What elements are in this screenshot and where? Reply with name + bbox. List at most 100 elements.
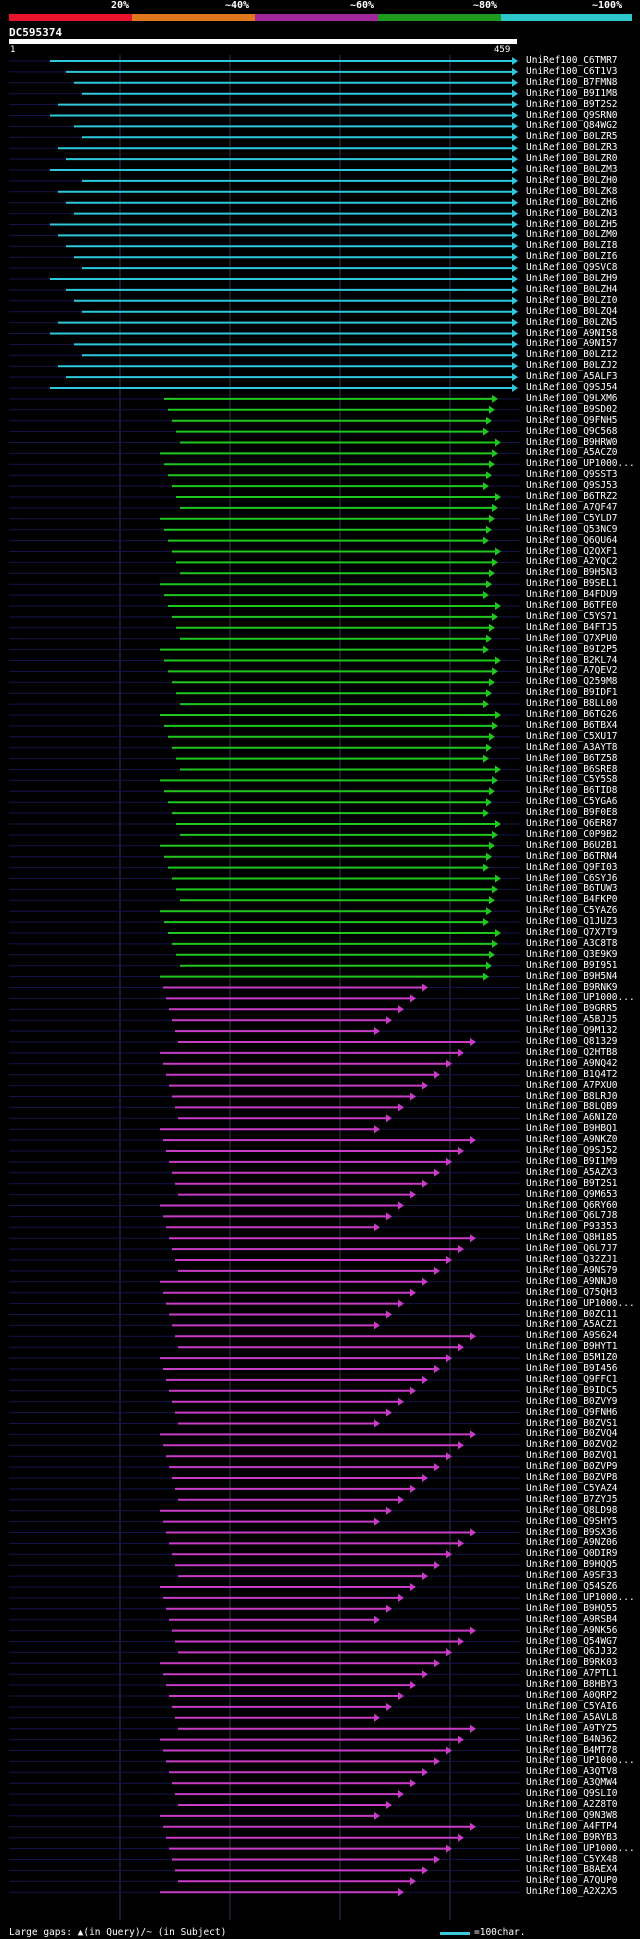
hit-label[interactable]: UniRef100_B0LZR5 [526,131,618,143]
hit-label[interactable]: UniRef100_Q9FFC1 [526,1373,618,1385]
hit-label[interactable]: UniRef100_Q9SST3 [526,469,618,481]
hit-label[interactable]: UniRef100_A7PTL1 [526,1668,618,1680]
hit-label[interactable]: UniRef100_B0ZVP8 [526,1472,618,1483]
hit-label[interactable]: UniRef100_B9HQ55 [526,1602,618,1614]
hit-label[interactable]: UniRef100_B4FDU9 [526,589,618,601]
hit-label[interactable]: UniRef100_Q6RY60 [526,1199,618,1211]
hit-label[interactable]: UniRef100_B0ZVS1 [526,1417,618,1429]
hit-label[interactable]: UniRef100_B0LZR0 [526,153,618,165]
hit-label[interactable]: UniRef100_UP1000... [526,1297,635,1309]
hit-label[interactable]: UniRef100_Q2HTB8 [526,1046,618,1058]
hit-label[interactable]: UniRef100_C5Y5S8 [526,774,618,786]
hit-label[interactable]: UniRef100_B0LZK8 [526,185,618,197]
hit-label[interactable]: UniRef100_B0LZQ4 [526,305,618,317]
hit-label[interactable]: UniRef100_B9HQQ5 [526,1559,618,1571]
hit-label[interactable]: UniRef100_B9HRW0 [526,436,618,448]
hit-label[interactable]: UniRef100_C5YAI6 [526,1700,618,1712]
hit-label[interactable]: UniRef100_Q84WG2 [526,120,618,132]
hit-label[interactable]: UniRef100_Q8LD98 [526,1504,618,1516]
hit-label[interactable]: UniRef100_B9IDC5 [526,1384,618,1396]
hit-label[interactable]: UniRef100_B9SX36 [526,1526,618,1538]
hit-label[interactable]: UniRef100_B6TRN4 [526,850,618,862]
hit-label[interactable]: UniRef100_B7FMN8 [526,76,618,88]
hit-label[interactable]: UniRef100_B7ZYJ5 [526,1493,618,1505]
hit-label[interactable]: UniRef100_B0LZH0 [526,174,618,186]
hit-label[interactable]: UniRef100_B9RK03 [526,1657,618,1669]
hit-label[interactable]: UniRef100_A7QF47 [526,501,618,513]
hit-label[interactable]: UniRef100_B0LZM3 [526,164,618,175]
hit-label[interactable]: UniRef100_C6TMR7 [526,55,618,66]
hit-label[interactable]: UniRef100_UP1000... [526,1591,635,1603]
hit-label[interactable]: UniRef100_Q9N3W8 [526,1809,618,1821]
hit-label[interactable]: UniRef100_Q1JUZ3 [526,916,618,928]
hit-label[interactable]: UniRef100_B0ZC11 [526,1308,618,1320]
hit-label[interactable]: UniRef100_Q9SLI0 [526,1788,618,1800]
hit-label[interactable]: UniRef100_B6U2B1 [526,839,618,851]
hit-label[interactable]: UniRef100_Q6JJ32 [526,1646,618,1658]
hit-label[interactable]: UniRef100_B0ZVQ1 [526,1450,618,1462]
hit-label[interactable]: UniRef100_B8LL00 [526,698,618,710]
hit-label[interactable]: UniRef100_B9I1M8 [526,87,618,99]
hit-label[interactable]: UniRef100_B9HYT1 [526,1341,618,1353]
hit-label[interactable]: UniRef100_B0ZVY9 [526,1395,618,1407]
hit-label[interactable]: UniRef100_A0QRP2 [526,1690,618,1701]
hit-label[interactable]: UniRef100_B0LZH6 [526,196,618,208]
hit-label[interactable]: UniRef100_UP1000... [526,458,635,470]
hit-label[interactable]: UniRef100_Q6QU64 [526,534,618,546]
hit-label[interactable]: UniRef100_B0LZN5 [526,316,618,328]
hit-label[interactable]: UniRef100_B0LZI8 [526,240,618,252]
hit-label[interactable]: UniRef100_B6TFE0 [526,600,618,611]
hit-label[interactable]: UniRef100_B2KL74 [526,654,618,666]
hit-label[interactable]: UniRef100_Q9SJ53 [526,480,618,492]
hit-label[interactable]: UniRef100_B0LZI0 [526,294,618,306]
hit-label[interactable]: UniRef100_Q9FI03 [526,861,618,873]
hit-label[interactable]: UniRef100_B9I1M9 [526,1155,618,1167]
hit-label[interactable]: UniRef100_Q9M132 [526,1025,618,1037]
hit-label[interactable]: UniRef100_A9NI58 [526,327,618,339]
hit-label[interactable]: UniRef100_B0ZVQ2 [526,1439,618,1451]
hit-label[interactable]: UniRef100_B8AEX4 [526,1864,618,1876]
hit-label[interactable]: UniRef100_B6SRE8 [526,763,618,775]
hit-label[interactable]: UniRef100_A9S624 [526,1330,618,1342]
hit-label[interactable]: UniRef100_A7PXU0 [526,1079,618,1091]
hit-label[interactable]: UniRef100_Q54SZ6 [526,1581,618,1592]
hit-label[interactable]: UniRef100_C5YS71 [526,610,618,622]
hit-label[interactable]: UniRef100_B9I2P5 [526,643,618,655]
hit-label[interactable]: UniRef100_A9SF33 [526,1570,618,1582]
hit-label[interactable]: UniRef100_B0LZM0 [526,229,618,241]
hit-label[interactable]: UniRef100_A9RSB4 [526,1613,618,1625]
hit-label[interactable]: UniRef100_B9I456 [526,1363,618,1374]
hit-label[interactable]: UniRef100_A7QEV2 [526,665,618,677]
hit-label[interactable]: UniRef100_A5ACZ1 [526,1319,618,1331]
hit-label[interactable]: UniRef100_Q9SHY5 [526,1515,618,1527]
hit-label[interactable]: UniRef100_B8LQB9 [526,1101,618,1113]
hit-label[interactable]: UniRef100_A9NQ42 [526,1057,618,1069]
hit-label[interactable]: UniRef100_A9NI57 [526,338,618,350]
hit-label[interactable]: UniRef100_A3QTV8 [526,1766,618,1778]
hit-label[interactable]: UniRef100_A6N1Z0 [526,1112,618,1124]
hit-label[interactable]: UniRef100_B0LZH9 [526,273,618,284]
hit-label[interactable]: UniRef100_B0ZVP9 [526,1461,618,1473]
hit-label[interactable]: UniRef100_B6TBX4 [526,719,618,731]
hit-label[interactable]: UniRef100_B9I951 [526,959,618,971]
hit-label[interactable]: UniRef100_B0LZR3 [526,142,618,154]
hit-label[interactable]: UniRef100_A9TYZ5 [526,1722,618,1734]
hit-label[interactable]: UniRef100_A2YQC2 [526,556,618,568]
hit-label[interactable]: UniRef100_A5AVL8 [526,1711,618,1723]
hit-label[interactable]: UniRef100_C5YGA6 [526,796,618,808]
hit-label[interactable]: UniRef100_B4N362 [526,1733,618,1745]
hit-label[interactable]: UniRef100_B9SD02 [526,403,618,415]
hit-label[interactable]: UniRef100_Q75QH3 [526,1286,618,1298]
hit-label[interactable]: UniRef100_A9NZ06 [526,1537,618,1549]
hit-label[interactable]: UniRef100_Q9C568 [526,425,618,437]
hit-label[interactable]: UniRef100_A2Z8T0 [526,1799,618,1810]
hit-label[interactable]: UniRef100_UP1000... [526,1755,635,1767]
hit-label[interactable]: UniRef100_A9NS79 [526,1264,618,1276]
hit-label[interactable]: UniRef100_A5ALF3 [526,371,618,383]
hit-label[interactable]: UniRef100_Q7X7T9 [526,927,618,938]
hit-label[interactable]: UniRef100_B5M1Z0 [526,1352,618,1364]
hit-label[interactable]: UniRef100_B6TG26 [526,709,618,720]
hit-label[interactable]: UniRef100_Q81329 [526,1036,618,1047]
hit-label[interactable]: UniRef100_Q9M653 [526,1188,618,1200]
hit-label[interactable]: UniRef100_UP1000... [526,992,635,1004]
